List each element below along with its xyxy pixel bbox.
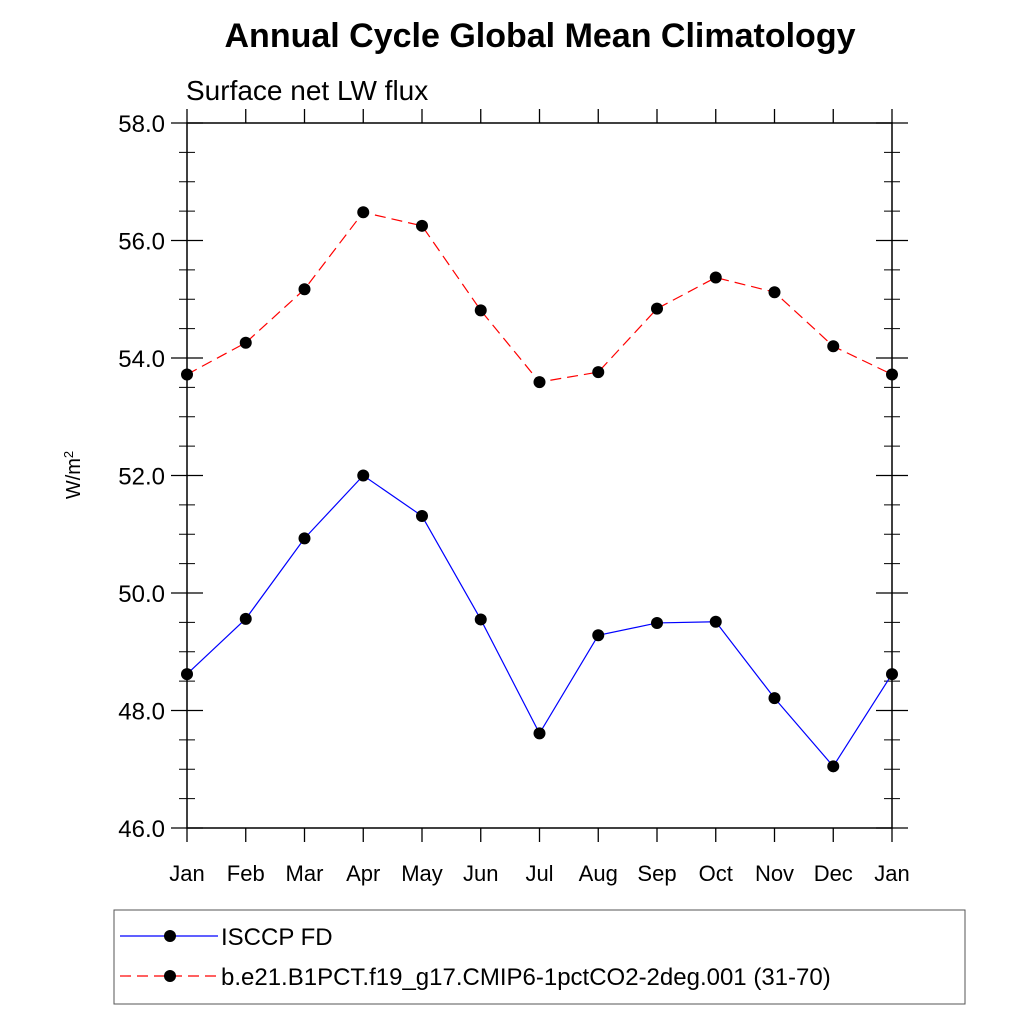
x-tick-label: Dec [814, 861, 853, 886]
data-point [298, 532, 311, 545]
x-tick-label: Feb [227, 861, 265, 886]
data-point [181, 368, 193, 381]
x-tick-label: Nov [755, 861, 794, 886]
data-point [474, 613, 487, 626]
chart-subtitle: Surface net LW flux [186, 75, 428, 106]
axis-ticks [171, 109, 908, 842]
x-tick-label: Sep [637, 861, 676, 886]
plot-frame [186, 122, 893, 829]
x-tick-label: Oct [699, 861, 733, 886]
y-axis-label-exponent: 2 [61, 451, 76, 458]
x-tick-label: Jul [525, 861, 553, 886]
data-point [533, 727, 546, 740]
x-tick-labels: Jan Feb Mar Apr May Jun Jul Aug Sep Oct Nov Dec Jan [169, 861, 909, 886]
data-point [416, 219, 428, 232]
series-line [186, 474, 893, 768]
x-tick-label: Apr [346, 861, 380, 886]
data-point [181, 668, 193, 681]
data-point [416, 510, 428, 523]
data-point [651, 302, 663, 315]
data-point [768, 286, 781, 299]
y-axis-label-unit: W/m [63, 458, 85, 499]
data-point [709, 271, 722, 284]
data-point [474, 304, 487, 317]
data-point [886, 668, 898, 681]
x-tick-label: Aug [579, 861, 618, 886]
series-1 [181, 469, 898, 773]
data-point [768, 692, 781, 705]
series-layer [181, 206, 898, 773]
data-point [357, 206, 370, 219]
x-tick-label: Mar [286, 861, 324, 886]
data-point [357, 469, 370, 482]
data-point [298, 283, 311, 296]
series-2 [181, 206, 898, 389]
data-point [651, 616, 663, 629]
y-tick-labels: 46.0 48.0 50.0 52.0 54.0 56.0 58.0 [118, 111, 165, 843]
data-point [827, 340, 840, 353]
legend-box [113, 909, 966, 1005]
data-point [239, 612, 252, 625]
legend-marker [164, 930, 176, 942]
chart-title: Annual Cycle Global Mean Climatology [225, 17, 856, 55]
legend: ISCCP FD b.e21.B1PCT.f19_g17.CMIP6-1pctCO… [120, 924, 831, 991]
data-point [592, 629, 605, 642]
x-tick-label: Jun [463, 861, 498, 886]
legend-label: b.e21.B1PCT.f19_g17.CMIP6-1pctCO2-2deg.0… [221, 964, 831, 991]
legend-label: ISCCP FD [221, 924, 333, 951]
y-tick-label: 54.0 [118, 346, 165, 373]
x-tick-label: May [401, 861, 443, 886]
data-point [709, 615, 722, 628]
y-axis-label: W/m2 [61, 451, 86, 499]
data-point [239, 336, 252, 349]
data-point [592, 366, 605, 379]
data-point [886, 368, 898, 381]
y-tick-label: 56.0 [118, 229, 165, 256]
y-tick-label: 58.0 [118, 111, 165, 138]
y-tick-label: 48.0 [118, 699, 165, 726]
y-tick-label: 46.0 [118, 816, 165, 843]
legend-marker [164, 970, 176, 982]
y-tick-label: 52.0 [118, 464, 165, 491]
series-line [186, 211, 893, 383]
data-point [827, 760, 840, 773]
x-tick-label: Jan [169, 861, 204, 886]
y-tick-label: 50.0 [118, 581, 165, 608]
data-point [533, 376, 546, 389]
x-tick-label: Jan [874, 861, 909, 886]
